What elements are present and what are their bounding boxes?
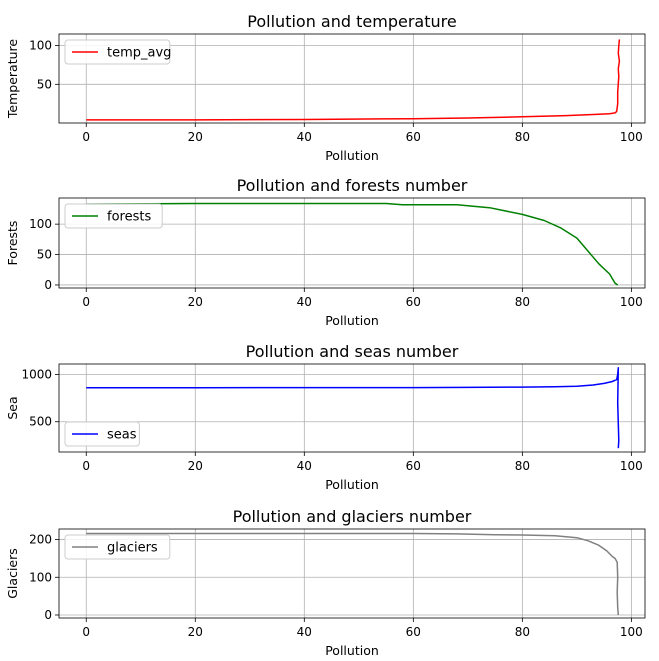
x-tick-label: 60	[406, 625, 421, 639]
x-tick-label: 100	[620, 625, 643, 639]
y-tick-label: 200	[29, 533, 52, 547]
x-tick-label: 80	[515, 130, 530, 144]
x-tick-label: 20	[188, 295, 203, 309]
x-tick-label: 100	[620, 459, 643, 473]
legend-box	[64, 421, 140, 447]
legend-box	[64, 39, 171, 65]
legend-entry: seas	[107, 428, 137, 443]
subplot-3: 0 20 40 60 80 100 500 1000 Pollution and seas nu…	[5, 342, 646, 492]
y-tick-label: 500	[29, 415, 52, 429]
y-tick-label: 1000	[21, 367, 52, 381]
x-tick-label: 20	[188, 130, 203, 144]
y-tick-label: 0	[44, 608, 52, 622]
x-tick-label: 40	[297, 625, 312, 639]
legend-entry: glaciers	[107, 541, 158, 556]
series-line-glaciers	[86, 532, 620, 616]
x-tick-label: 0	[82, 295, 90, 309]
x-tick-label: 60	[406, 295, 421, 309]
chart-title: Pollution and seas number	[246, 342, 459, 361]
series-line-temp_avg	[86, 39, 621, 121]
x-axis-label: Pollution	[325, 148, 379, 163]
x-tick-label: 100	[620, 130, 643, 144]
x-axis-label: Pollution	[325, 643, 379, 658]
x-tick-label: 0	[82, 459, 90, 473]
legend-box	[64, 534, 171, 560]
axes-frame	[58, 528, 646, 619]
y-tick-label: 50	[37, 248, 52, 262]
series-line-seas	[86, 367, 620, 449]
x-tick-label: 20	[188, 459, 203, 473]
y-tick-label: 0	[44, 278, 52, 292]
x-tick-label: 100	[620, 295, 643, 309]
x-tick-label: 80	[515, 295, 530, 309]
subplot-1: 0 20 40 60 80 100 50 100 Pollution and temperatu…	[5, 12, 646, 163]
y-tick-label: 100	[29, 217, 52, 231]
x-tick-label: 0	[82, 130, 90, 144]
subplot-2: 0 20 40 60 80 100 0 50 100 Pollution and forests …	[5, 176, 646, 328]
x-tick-label: 80	[515, 459, 530, 473]
x-tick-label: 60	[406, 459, 421, 473]
legend: forests	[64, 203, 163, 229]
x-tick-label: 40	[297, 130, 312, 144]
x-axis-label: Pollution	[325, 477, 379, 492]
legend-entry: forests	[107, 210, 151, 225]
y-tick-label: 100	[29, 39, 52, 53]
subplot-4: 0 20 40 60 80 100 0 100 200 Pollution and glacier…	[5, 507, 646, 658]
x-tick-label: 80	[515, 625, 530, 639]
legend: seas	[64, 421, 140, 447]
y-axis-label: Glaciers	[5, 548, 20, 599]
legend-entry: temp_avg	[107, 46, 171, 61]
x-axis-label: Pollution	[325, 313, 379, 328]
chart-title: Pollution and temperature	[247, 12, 456, 31]
y-axis-label: Forests	[5, 221, 20, 266]
x-tick-label: 0	[82, 625, 90, 639]
x-tick-label: 40	[297, 459, 312, 473]
y-tick-label: 50	[37, 77, 52, 91]
chart-title: Pollution and forests number	[237, 176, 468, 195]
axes-frame	[58, 363, 646, 453]
y-axis-label: Sea	[5, 396, 20, 419]
x-tick-label: 40	[297, 295, 312, 309]
chart-title: Pollution and glaciers number	[233, 507, 472, 526]
x-tick-label: 60	[406, 130, 421, 144]
x-tick-label: 20	[188, 625, 203, 639]
legend: glaciers	[64, 534, 171, 560]
legend-box	[64, 203, 163, 229]
axes-frame	[58, 197, 646, 289]
legend: temp_avg	[64, 39, 171, 65]
y-tick-label: 100	[29, 570, 52, 584]
y-axis-label: Temperature	[5, 39, 20, 119]
series-line-forests	[86, 202, 619, 286]
axes-frame	[58, 33, 646, 124]
